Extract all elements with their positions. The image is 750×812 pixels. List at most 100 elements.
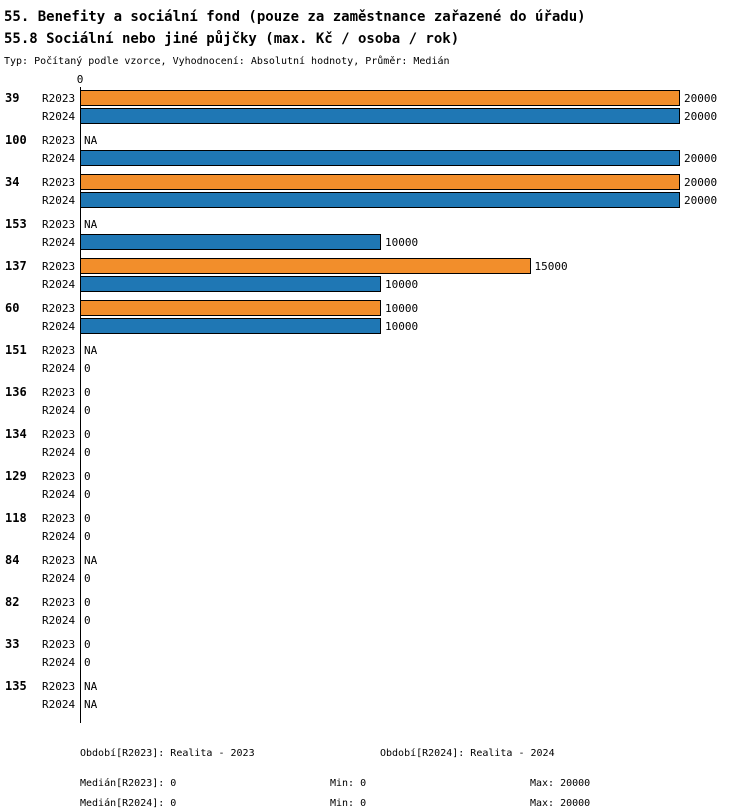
plot-area: 0 (80, 653, 750, 671)
value-label: 0 (84, 655, 91, 669)
bar-group-34: 34 R2023 20000 R2024 20000 (0, 173, 750, 209)
plot-area: 0 (80, 593, 750, 611)
series-label: R2024 (42, 529, 76, 543)
bar-group-60: 60 R2023 10000 R2024 10000 (0, 299, 750, 335)
chart-row: 153 R2023 NA (0, 215, 750, 233)
bar-group-84: 84 R2023 NA R2024 0 (0, 551, 750, 587)
chart-row: 135 R2023 NA (0, 677, 750, 695)
plot-area: 0 (80, 569, 750, 587)
value-label: NA (84, 217, 98, 231)
plot-area: 10000 (80, 275, 750, 293)
footer-median-r2024-row: Medián[R2024]: 0 Min: 0 Max: 20000 (0, 797, 750, 812)
period-r2024-label: Období[R2024]: Realita - 2024 (380, 748, 555, 759)
chart-title-line1: 55. Benefity a sociální fond (pouze za z… (4, 9, 586, 25)
value-label: NA (84, 343, 98, 357)
chart-row: R2024 20000 (0, 191, 750, 209)
plot-area: 0 (80, 383, 750, 401)
bar-r2024 (80, 192, 680, 208)
value-label: 20000 (684, 175, 718, 189)
value-label: 15000 (534, 259, 568, 273)
series-label: R2024 (42, 655, 76, 669)
series-label: R2024 (42, 151, 76, 165)
max-r2024-label: Max: 20000 (530, 798, 591, 809)
bar-r2024 (80, 276, 381, 292)
value-label: NA (84, 679, 98, 693)
value-label: 0 (84, 637, 91, 651)
series-label: R2024 (42, 403, 76, 417)
group-id-label: 151 (5, 343, 27, 357)
plot-area: 0 (80, 485, 750, 503)
value-label: 0 (84, 529, 91, 543)
plot-area: 0 (80, 467, 750, 485)
value-label: NA (84, 553, 98, 567)
group-id-label: 34 (5, 175, 20, 189)
plot-area: 10000 (80, 317, 750, 335)
value-label: 0 (84, 403, 91, 417)
chart-row: 100 R2023 NA (0, 131, 750, 149)
chart-row: 151 R2023 NA (0, 341, 750, 359)
plot-area: 0 (80, 425, 750, 443)
value-label: 20000 (684, 151, 718, 165)
chart-row: 134 R2023 0 (0, 425, 750, 443)
axis-origin-label: 0 (76, 73, 84, 86)
chart-row: R2024 10000 (0, 275, 750, 293)
series-label: R2024 (42, 361, 76, 375)
min-r2023-label: Min: 0 (330, 778, 367, 789)
series-label: R2024 (42, 445, 76, 459)
group-id-label: 84 (5, 553, 20, 567)
group-id-label: 60 (5, 301, 20, 315)
value-label: 10000 (385, 235, 419, 249)
group-id-label: 33 (5, 637, 20, 651)
bar-chart: 0 39 R2023 20000 R2024 20000 100 R2023 NA R2024 2… (0, 73, 750, 723)
chart-row: 129 R2023 0 (0, 467, 750, 485)
value-label: 0 (84, 595, 91, 609)
bar-group-129: 129 R2023 0 R2024 0 (0, 467, 750, 503)
series-label: R2023 (42, 511, 76, 525)
group-id-label: 136 (5, 385, 27, 399)
value-label: 0 (84, 469, 91, 483)
group-id-label: 153 (5, 217, 27, 231)
plot-area: 0 (80, 611, 750, 629)
period-r2023-label: Období[R2023]: Realita - 2023 (80, 748, 255, 759)
plot-area: 0 (80, 527, 750, 545)
series-label: R2024 (42, 193, 76, 207)
bar-group-82: 82 R2023 0 R2024 0 (0, 593, 750, 629)
plot-area: 0 (80, 443, 750, 461)
series-label: R2023 (42, 217, 76, 231)
value-label: 0 (84, 511, 91, 525)
value-label: 0 (84, 427, 91, 441)
value-label: 0 (84, 445, 91, 459)
chart-row: R2024 0 (0, 611, 750, 629)
chart-row: 60 R2023 10000 (0, 299, 750, 317)
bar-r2024 (80, 234, 381, 250)
series-label: R2023 (42, 175, 76, 189)
series-label: R2023 (42, 91, 76, 105)
footer-period-row: Období[R2023]: Realita - 2023 Období[R20… (0, 747, 750, 767)
value-label: 20000 (684, 91, 718, 105)
chart-row: R2024 0 (0, 359, 750, 377)
group-id-label: 129 (5, 469, 27, 483)
series-label: R2024 (42, 697, 76, 711)
median-r2024-label: Medián[R2024]: 0 (80, 798, 177, 809)
bar-r2023 (80, 258, 531, 274)
value-label: 0 (84, 571, 91, 585)
chart-row: 137 R2023 15000 (0, 257, 750, 275)
bar-group-118: 118 R2023 0 R2024 0 (0, 509, 750, 545)
value-label: 0 (84, 361, 91, 375)
plot-area: 20000 (80, 173, 750, 191)
chart-row: R2024 20000 (0, 107, 750, 125)
value-label: 0 (84, 487, 91, 501)
chart-row: R2024 0 (0, 443, 750, 461)
chart-footer: Období[R2023]: Realita - 2023 Období[R20… (0, 747, 750, 812)
plot-area: 20000 (80, 107, 750, 125)
series-label: R2023 (42, 301, 76, 315)
series-label: R2023 (42, 133, 76, 147)
bar-group-151: 151 R2023 NA R2024 0 (0, 341, 750, 377)
chart-subtitle: Typ: Počítaný podle vzorce, Vyhodnocení:… (4, 56, 450, 67)
bar-group-137: 137 R2023 15000 R2024 10000 (0, 257, 750, 293)
chart-row: R2024 0 (0, 401, 750, 419)
series-label: R2024 (42, 487, 76, 501)
group-id-label: 134 (5, 427, 27, 441)
chart-row: R2024 0 (0, 569, 750, 587)
value-label: 10000 (385, 301, 419, 315)
